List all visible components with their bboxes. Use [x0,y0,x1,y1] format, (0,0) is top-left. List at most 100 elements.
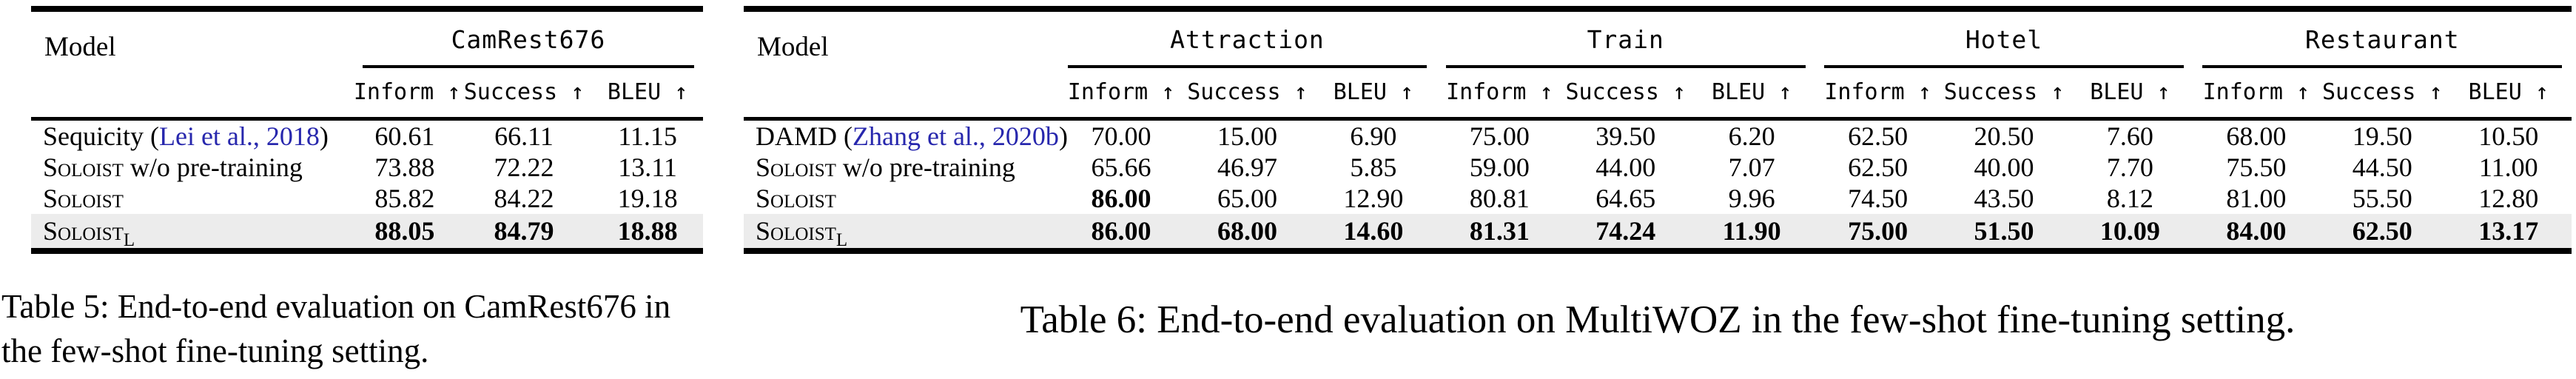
model-name: Soloist [43,152,124,182]
bleu-value: 18.88 [617,215,678,246]
model-text: Sequicity ( [43,121,159,151]
inform-value: 75.50 [2226,152,2287,182]
cmidrule [1824,65,2184,68]
bleu-value: 9.96 [1728,183,1775,213]
inform-value: 62.50 [1848,121,1909,151]
cmidrule [2202,65,2563,68]
table-row-highlighted: SoloistL 88.05 84.79 18.88 [31,213,703,251]
table5-caption: Table 5: End-to-end evaluation on CamRes… [1,284,815,373]
group-header-restaurant: Restaurant [2193,9,2572,68]
table-row: DAMD (Zhang et al., 2020b) 70.00 15.00 6… [744,118,2572,152]
citation-link[interactable]: Lei et al., 2018 [158,121,320,151]
inform-value: 59.00 [1469,152,1530,182]
column-header-inform: Inform ↑ [1824,79,1931,106]
model-name: Soloist [756,183,836,213]
success-value: 55.50 [2352,183,2412,213]
table6-header: Model Attraction Train Hotel Restaur [744,9,2572,118]
success-value: 15.00 [1217,121,1277,151]
column-header-inform: Inform ↑ [353,79,461,106]
bleu-value: 10.09 [2099,215,2160,246]
success-value: 68.00 [1217,215,1277,246]
group-header-train: Train [1436,9,1815,68]
table-row: Soloist w/o pre-training 65.66 46.97 5.8… [744,152,2572,183]
model-cell: SoloistL [31,214,354,251]
success-value: 64.65 [1595,183,1656,213]
bleu-value: 19.18 [617,183,678,213]
bleu-value: 12.90 [1343,183,1404,213]
bleu-value: 11.90 [1722,215,1781,246]
citation-link[interactable]: Zhang et al., 2020b [852,121,1059,151]
model-text-post: ) [1058,121,1068,151]
inform-value: 81.31 [1469,215,1530,246]
group-header-hotel: Hotel [1815,9,2193,68]
success-value: 62.50 [2352,215,2412,246]
model-cell: Soloist [31,183,354,214]
table-row: Soloist w/o pre-training 73.88 72.22 13.… [31,152,703,183]
success-value: 74.24 [1595,215,1656,246]
success-value: 40.00 [1974,152,2034,182]
bleu-value: 7.60 [2106,121,2153,151]
bleu-value: 7.07 [1728,152,1775,182]
table-row-highlighted: SoloistL 86.00 68.00 14.60 81.31 74.24 1… [744,213,2572,251]
bleu-value: 6.90 [1350,121,1397,151]
metric-header-row: Inform ↑ Success ↑ BLEU ↑ Inform ↑ Succe… [744,68,2572,118]
cmidrule [1067,65,1427,68]
success-value: 20.50 [1974,121,2034,151]
model-cell: SoloistL [744,214,1058,251]
model-name: Soloist [43,183,124,213]
inform-value: 84.00 [2226,215,2287,246]
column-header-bleu: BLEU ↑ [2468,79,2549,106]
table-row: Sequicity (Lei et al., 2018) 60.61 66.11… [31,118,703,152]
group-header-attraction: Attraction [1058,9,1436,68]
group-header-row: Model CamRest676 [31,9,703,68]
bleu-value: 11.15 [618,121,677,151]
success-value: 51.50 [1974,215,2034,246]
group-label: Hotel [1965,25,2043,54]
table5-panel: Model CamRest676 Inform ↑ Success ↑ BLEU… [31,0,703,254]
success-value: 46.97 [1217,152,1277,182]
inform-value: 86.00 [1091,183,1151,213]
model-text: DAMD ( [756,121,852,151]
model-cell: DAMD (Zhang et al., 2020b) [744,118,1068,152]
inform-value: 85.82 [374,183,435,213]
group-header-camrest676: CamRest676 [354,9,703,68]
model-suffix: w/o pre-training [835,152,1015,182]
column-header-model: Model [44,32,116,62]
column-header-success: Success ↑ [2321,79,2443,106]
table5: Model CamRest676 Inform ↑ Success ↑ BLEU… [31,6,703,254]
inform-value: 73.88 [374,152,435,182]
inform-value: 86.00 [1091,215,1151,246]
model-cell: Soloist [744,183,1058,214]
success-value: 39.50 [1595,121,1656,151]
success-value: 43.50 [1974,183,2034,213]
model-suffix: w/o pre-training [123,152,303,182]
column-header-inform: Inform ↑ [1067,79,1175,106]
metric-header-row: Inform ↑ Success ↑ BLEU ↑ [31,68,703,118]
success-value: 44.00 [1595,152,1656,182]
group-header-row: Model Attraction Train Hotel Restaur [744,9,2572,68]
column-header-bleu: BLEU ↑ [1333,79,1414,106]
inform-value: 60.61 [374,121,435,151]
table6-body: DAMD (Zhang et al., 2020b) 70.00 15.00 6… [744,118,2572,251]
model-name: Soloist [43,215,124,246]
inform-value: 80.81 [1469,183,1530,213]
table5-body: Sequicity (Lei et al., 2018) 60.61 66.11… [31,118,703,251]
success-value: 65.00 [1217,183,1277,213]
table6-panel: Model Attraction Train Hotel Restaur [744,0,2572,254]
table6: Model Attraction Train Hotel Restaur [744,6,2572,254]
inform-value: 62.50 [1848,152,1909,182]
table6-caption: Table 6: End-to-end evaluation on MultiW… [1020,298,2296,341]
table5-header: Model CamRest676 Inform ↑ Success ↑ BLEU… [31,9,703,118]
success-value: 19.50 [2352,121,2412,151]
table-row: Soloist 86.00 65.00 12.90 80.81 64.65 9.… [744,183,2572,214]
bleu-value: 10.50 [2478,121,2539,151]
bleu-value: 6.20 [1728,121,1775,151]
bleu-value: 12.80 [2478,183,2539,213]
model-subscript: L [835,229,848,250]
bleu-value: 13.11 [618,152,677,182]
inform-value: 81.00 [2226,183,2287,213]
inform-value: 88.05 [374,215,435,246]
group-label: CamRest676 [451,25,606,54]
inform-value: 75.00 [1469,121,1530,151]
